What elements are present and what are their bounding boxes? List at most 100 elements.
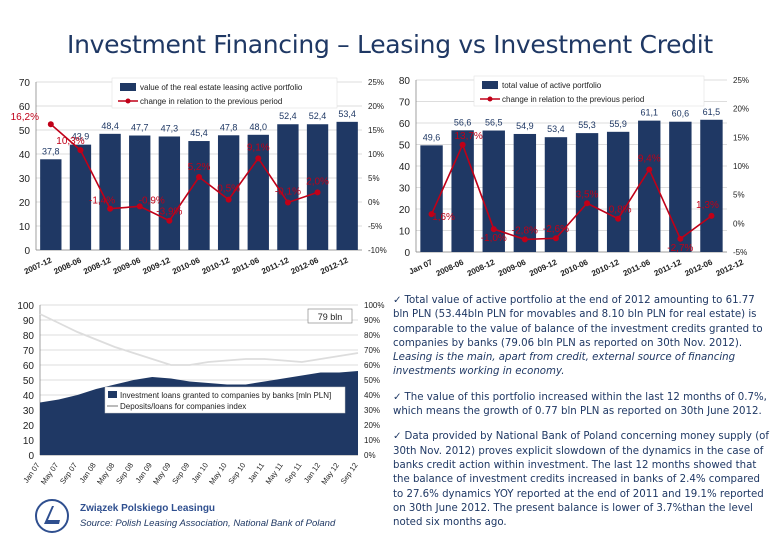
- x-tick-label: 2008-06: [52, 255, 83, 276]
- x-tick-label: May 09: [151, 461, 172, 486]
- x-tick-label: Sep 09: [170, 461, 191, 486]
- legend-box: [104, 386, 346, 414]
- change-value-label: 13,7%: [454, 131, 482, 142]
- change-value-label: 10,3%: [56, 136, 84, 147]
- real-estate-chart: 0 10 20 30 40 50 60 70 -10% -5% 0% 5% 10% 15% 20% 25% 37…: [11, 77, 387, 276]
- y-tick-label: 20: [19, 198, 31, 209]
- bar: [451, 130, 474, 252]
- y-tick-label: 90: [23, 316, 35, 327]
- bar: [99, 133, 121, 250]
- logo-text: Związek Polskiego Leasingu: [80, 503, 216, 514]
- x-tick-label: 2010-06: [559, 257, 590, 278]
- x-tick-label: Sep 08: [114, 461, 135, 486]
- change-point: [490, 226, 497, 233]
- bar-value-label: 55,9: [609, 119, 627, 129]
- change-point: [708, 212, 715, 219]
- y2-tick-label: 10%: [368, 150, 384, 159]
- investment-loans-chart: 0 10 20 30 40 50 60 70 80 90 100 0% 10% 20% 30% 40% 50% 6…: [17, 301, 384, 486]
- legend-line-marker: [125, 98, 131, 104]
- bar: [336, 121, 358, 250]
- bar-value-label: 43,9: [72, 132, 90, 142]
- change-value-label: 5,2%: [188, 162, 211, 173]
- change-value-label: 0,5%: [217, 184, 240, 195]
- bar-value-label: 48,0: [250, 122, 268, 132]
- note-text: The value of this portfolio increased wi…: [393, 391, 767, 418]
- bar: [482, 130, 505, 252]
- bar: [575, 133, 599, 252]
- bar: [606, 131, 630, 252]
- y2-tick-label: 100%: [364, 301, 384, 310]
- note-emphasis: Leasing is the main, apart from credit, …: [393, 352, 736, 378]
- annotation-box: [307, 308, 353, 324]
- y-tick-label: 40: [399, 162, 411, 173]
- note-text: Data provided by National Bank of Poland…: [393, 431, 769, 529]
- x-tick-label: May 08: [95, 461, 116, 486]
- y-tick-label: 80: [23, 331, 35, 342]
- y2-tick-label: 5%: [368, 174, 380, 183]
- y-tick-label: 50: [399, 141, 411, 152]
- annotation-label: 79 bln: [318, 312, 343, 322]
- change-point: [459, 141, 466, 148]
- change-point: [225, 196, 232, 203]
- bar: [544, 137, 568, 252]
- checkmark-icon: ✓: [393, 391, 402, 403]
- x-tick-label: 2009-06: [497, 257, 528, 278]
- y-tick-label: 20: [23, 421, 35, 432]
- bar: [700, 119, 723, 253]
- bar: [40, 159, 62, 250]
- note-paragraph: ✓ Total value of active portfolio at the …: [393, 294, 773, 380]
- bar-value-label: 47,8: [220, 122, 238, 132]
- y-tick-label: 0: [24, 246, 30, 257]
- legend-bar-swatch: [482, 81, 498, 89]
- legend-area-label: Investment loans granted to companies by…: [120, 391, 331, 400]
- change-value-label: 1,3%: [696, 200, 719, 211]
- y2-tick-label: 70%: [364, 346, 380, 355]
- change-value-label: 2,0%: [306, 176, 329, 187]
- x-tick-label: 2011-06: [622, 257, 653, 278]
- page-title: Investment Financing – Leasing vs Invest…: [67, 30, 713, 59]
- bar-value-label: 61,1: [640, 108, 658, 118]
- change-value-label: 1,6%: [432, 212, 455, 223]
- y-tick-label: 30: [23, 406, 35, 417]
- x-tick-label: 2011-12: [260, 255, 291, 276]
- x-tick-label: 2011-06: [231, 255, 262, 276]
- y-tick-label: 30: [19, 174, 31, 185]
- bar-value-label: 45,4: [190, 128, 208, 138]
- bar: [638, 120, 661, 252]
- y2-tick-label: 60%: [364, 361, 380, 370]
- y-tick-label: 0: [28, 451, 34, 462]
- y2-tick-label: -10%: [368, 246, 387, 255]
- y-tick-label: 70: [399, 98, 411, 109]
- bar-value-label: 56,6: [454, 117, 472, 127]
- x-tick-label: 2012-06: [289, 255, 320, 276]
- change-value-label: -1,0%: [481, 233, 507, 244]
- x-tick-label: May 11: [264, 461, 285, 486]
- y2-tick-label: 20%: [368, 102, 384, 111]
- x-tick-label: 2008-12: [82, 255, 113, 276]
- bar-value-label: 52,4: [309, 111, 327, 121]
- y-tick-label: 50: [19, 126, 31, 137]
- change-value-label: -2,8%: [512, 225, 538, 236]
- x-tick-label: 2008-06: [435, 257, 466, 278]
- change-point: [521, 236, 528, 243]
- bar: [669, 121, 692, 253]
- bar: [129, 135, 151, 250]
- y2-tick-label: 0%: [364, 451, 376, 460]
- change-point: [107, 205, 114, 212]
- change-point: [584, 200, 591, 207]
- change-value-label: 9,4%: [638, 153, 661, 164]
- x-tick-label: Sep 12: [339, 461, 360, 486]
- change-value-label: -0,1%: [275, 186, 301, 197]
- y-tick-label: 70: [23, 346, 35, 357]
- x-tick-label: 2009-06: [112, 255, 143, 276]
- legend-box: [111, 77, 338, 109]
- bar: [513, 133, 537, 252]
- note-paragraph: ✓ Data provided by National Bank of Polan…: [393, 430, 773, 530]
- index-line: [39, 313, 359, 366]
- change-point: [255, 155, 262, 162]
- bar-value-label: 49,6: [423, 132, 441, 142]
- x-tick-label: 2010-06: [171, 255, 202, 276]
- y2-tick-label: 50%: [364, 376, 380, 385]
- x-tick-label: 2010-12: [201, 255, 232, 276]
- y-tick-label: 40: [23, 391, 35, 402]
